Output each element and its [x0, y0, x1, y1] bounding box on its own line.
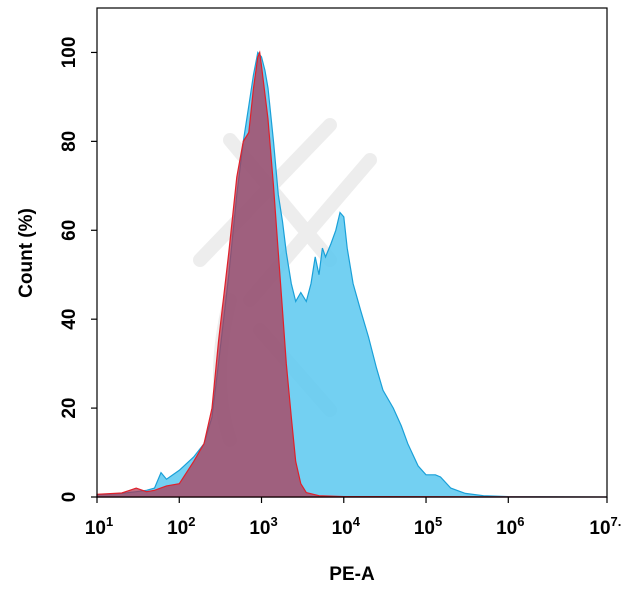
x-tick-label: 103 — [249, 514, 277, 539]
series-layer — [96, 50, 608, 498]
x-tick-label: 104 — [332, 514, 361, 539]
x-tick-label: 102 — [167, 514, 195, 539]
x-tick-label: 107.2 — [589, 514, 621, 539]
x-axis: 101 102 103 104 105 106 107.2 — [85, 497, 621, 539]
histogram-series-1 — [96, 51, 608, 498]
y-tick-label: 100 — [59, 37, 80, 69]
y-tick-label: 40 — [59, 309, 80, 330]
y-axis-title: Count (%) — [16, 208, 37, 298]
y-axis: 0 20 40 60 80 100 — [59, 37, 97, 503]
plot-frame — [96, 7, 608, 498]
x-tick-label: 105 — [414, 514, 442, 539]
x-tick-label: 106 — [496, 514, 524, 539]
x-tick-label: 101 — [85, 514, 113, 539]
y-tick-label: 20 — [59, 398, 80, 419]
y-tick-label: 0 — [59, 492, 80, 503]
x-axis-title: PE-A — [329, 564, 375, 585]
y-tick-label: 60 — [59, 220, 80, 241]
histogram-series-2 — [96, 50, 608, 498]
y-tick-label: 80 — [59, 131, 80, 152]
